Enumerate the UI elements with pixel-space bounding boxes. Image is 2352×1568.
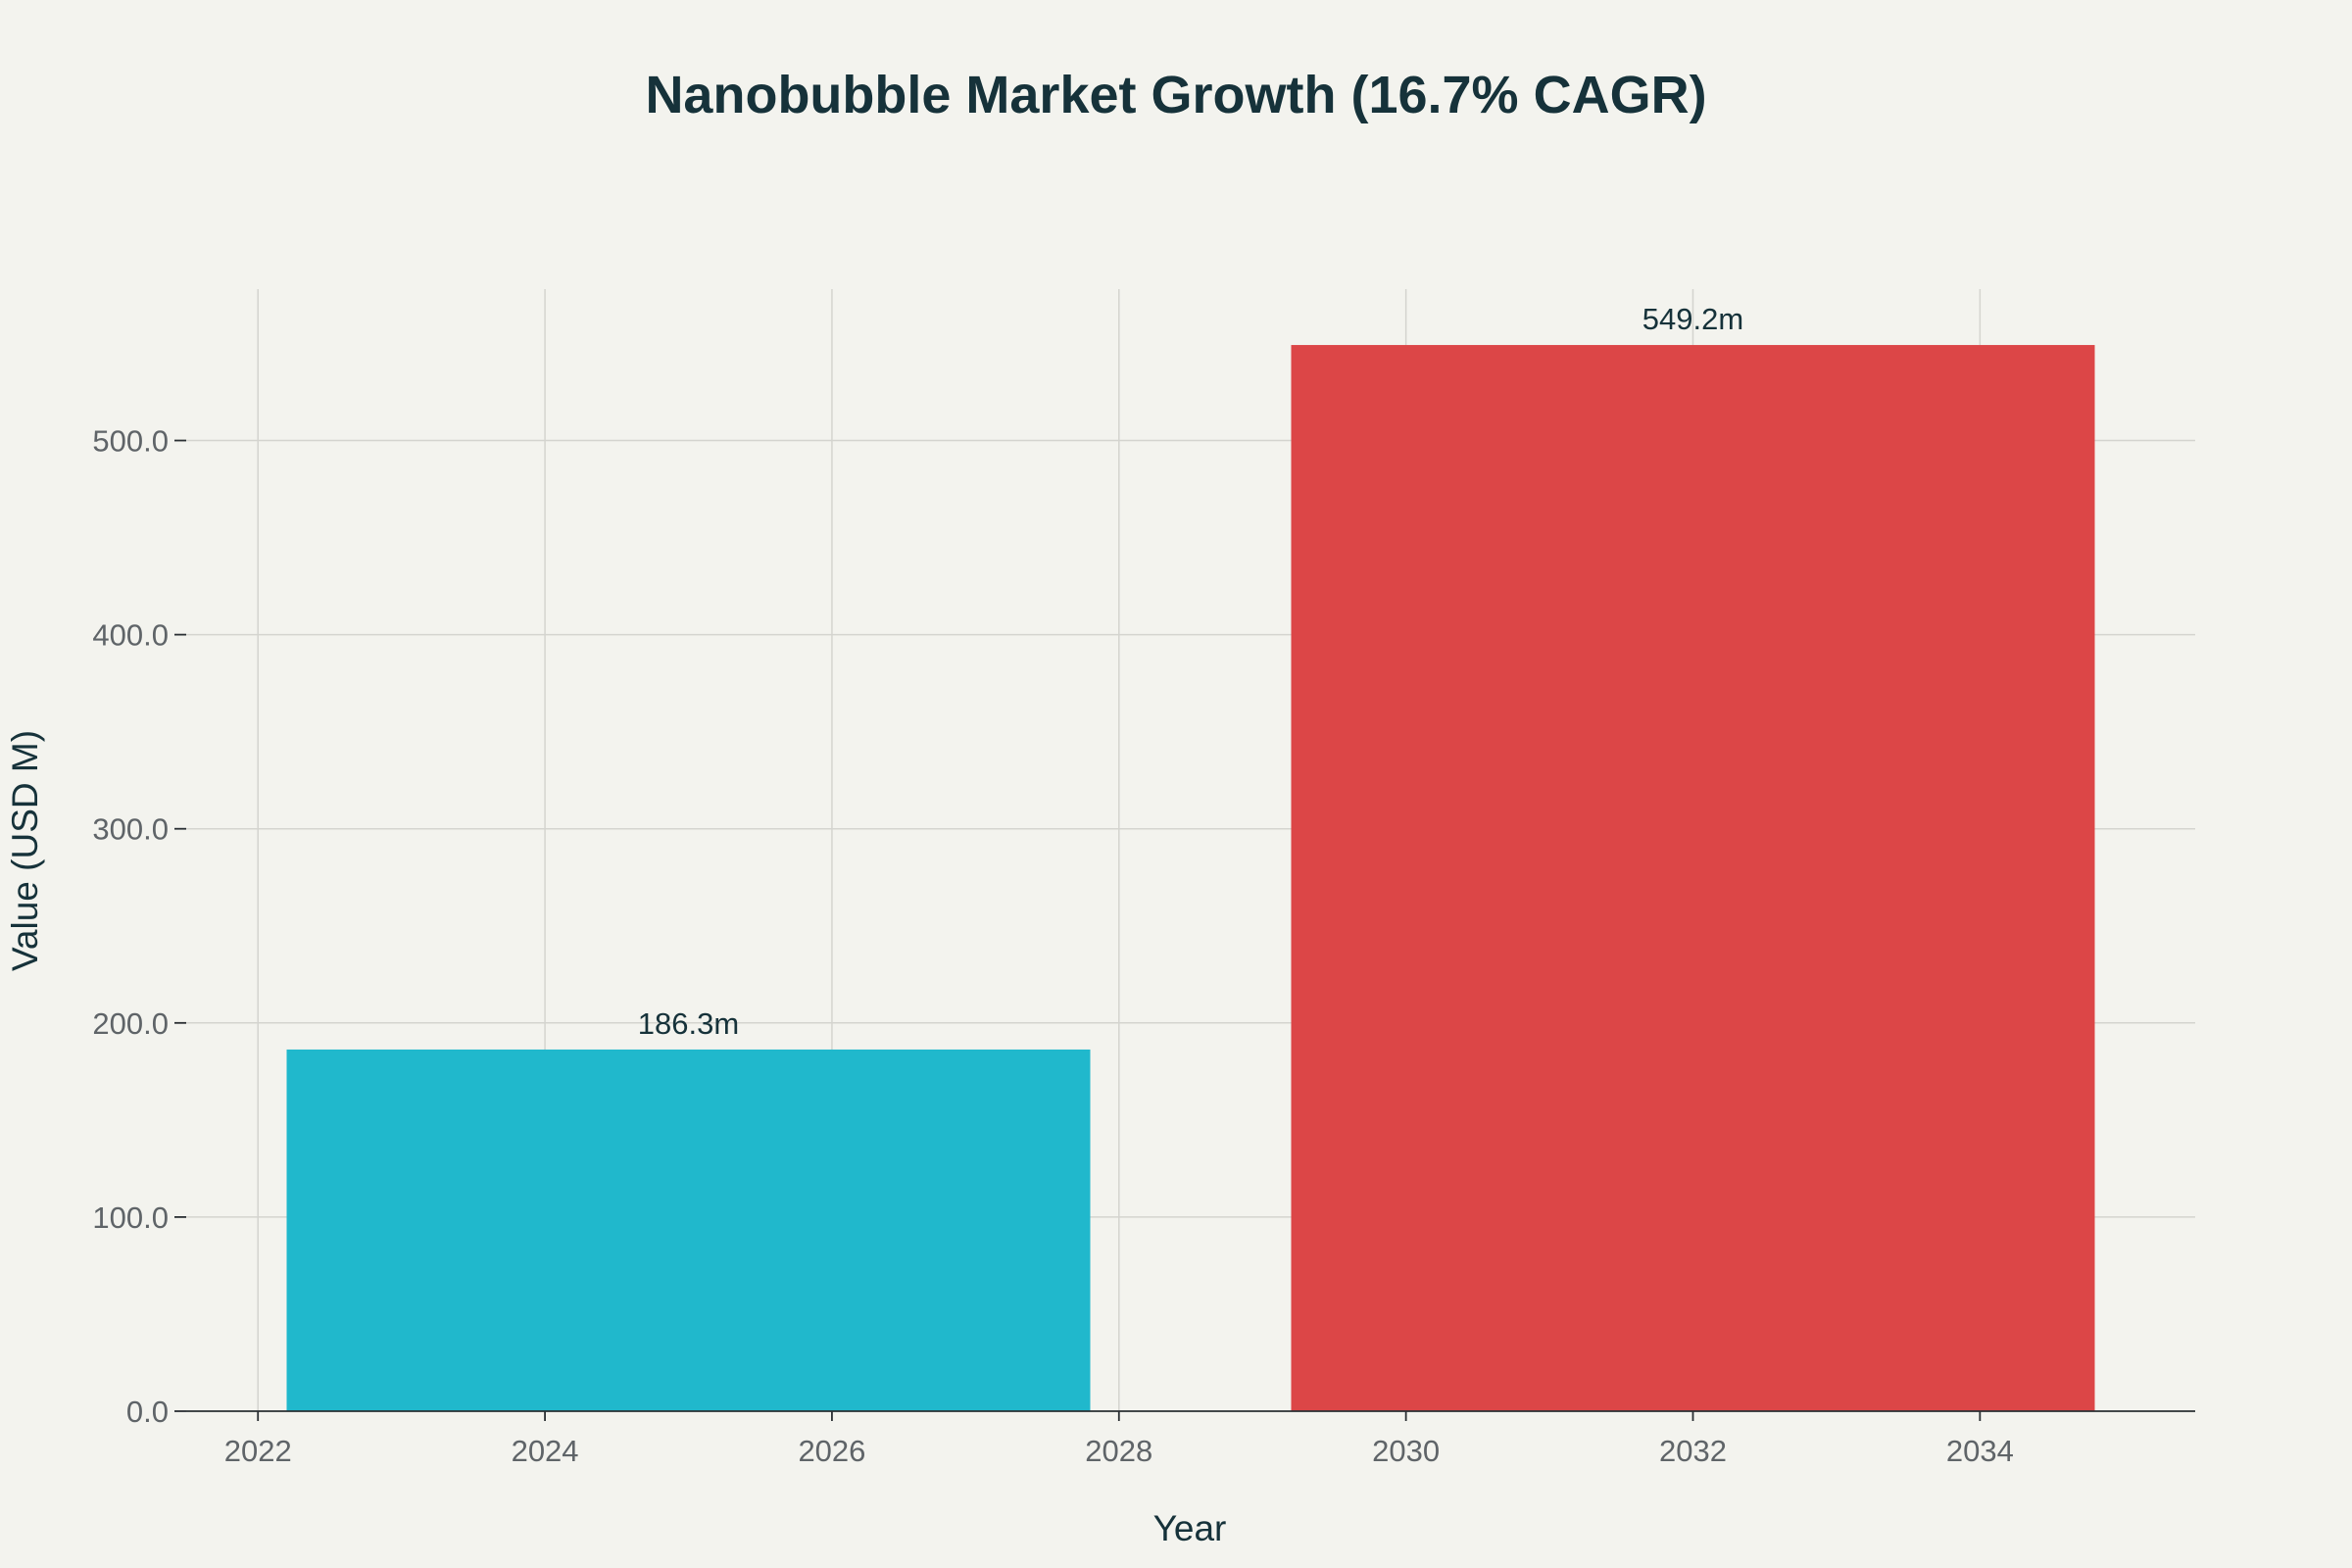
y-tick-label: 200.0 [92, 1006, 169, 1041]
bar-data-label: 549.2m [1642, 302, 1743, 336]
x-tick-label: 2032 [1659, 1434, 1727, 1468]
x-tick-label: 2024 [512, 1434, 579, 1468]
bar-1 [1291, 345, 2095, 1412]
bar-0 [286, 1049, 1091, 1411]
x-tick-label: 2022 [224, 1434, 292, 1468]
x-tick-label: 2028 [1085, 1434, 1152, 1468]
y-tick-label: 300.0 [92, 812, 169, 847]
x-tick-label: 2034 [1946, 1434, 2014, 1468]
x-tick-label: 2026 [798, 1434, 865, 1468]
labels: 186.3m 549.2m 2022 2024 2026 2028 2030 2032 2034… [92, 302, 2013, 1468]
bars [286, 345, 2095, 1412]
bar-data-label: 186.3m [638, 1006, 739, 1041]
y-axis-title: Value (USD M) [5, 730, 45, 971]
x-axis-title: Year [1153, 1508, 1227, 1548]
axes [174, 439, 2195, 1421]
y-tick-label: 500.0 [92, 424, 169, 459]
y-tick-label: 400.0 [92, 618, 169, 653]
chart-title: Nanobubble Market Growth (16.7% CAGR) [645, 66, 1706, 124]
y-tick-label: 0.0 [126, 1395, 169, 1429]
x-tick-label: 2030 [1372, 1434, 1440, 1468]
y-tick-label: 100.0 [92, 1200, 169, 1235]
